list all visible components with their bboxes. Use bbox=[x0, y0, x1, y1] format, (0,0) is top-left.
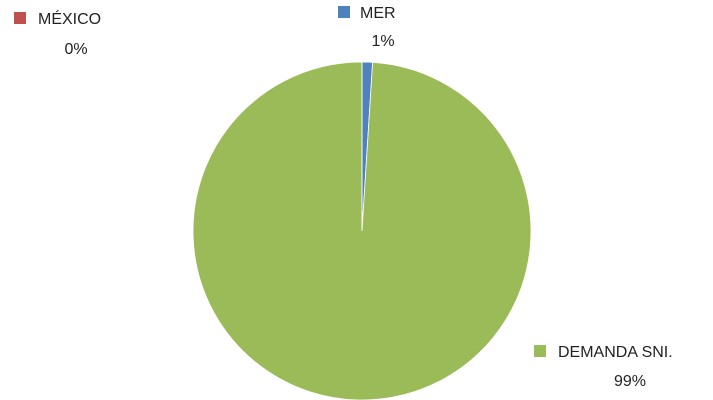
slice-label: MER bbox=[360, 5, 396, 22]
slice-label: MÉXICO bbox=[38, 9, 101, 28]
legend-swatch bbox=[534, 345, 546, 357]
legend-swatch bbox=[14, 12, 26, 24]
legend-swatch bbox=[338, 6, 350, 18]
slice-value-label: 99% bbox=[614, 373, 646, 390]
slice-value-label: 1% bbox=[371, 33, 394, 50]
slice-label: DEMANDA SNI. bbox=[558, 344, 673, 361]
slice-value-label: 0% bbox=[64, 41, 87, 58]
